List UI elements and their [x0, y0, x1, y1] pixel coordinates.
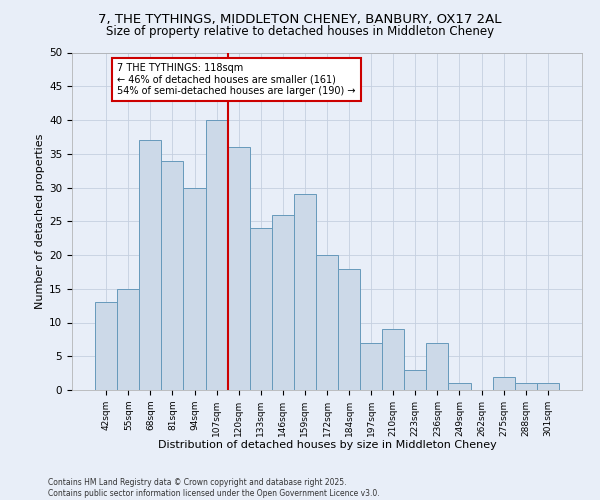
Bar [294, 194, 316, 390]
Bar [316, 255, 338, 390]
Bar [382, 329, 404, 390]
Bar [139, 140, 161, 390]
Bar [427, 343, 448, 390]
X-axis label: Distribution of detached houses by size in Middleton Cheney: Distribution of detached houses by size … [158, 440, 496, 450]
Bar [493, 376, 515, 390]
Bar [206, 120, 227, 390]
Bar [515, 383, 537, 390]
Text: Size of property relative to detached houses in Middleton Cheney: Size of property relative to detached ho… [106, 25, 494, 38]
Y-axis label: Number of detached properties: Number of detached properties [35, 134, 45, 309]
Text: 7 THE TYTHINGS: 118sqm
← 46% of detached houses are smaller (161)
54% of semi-de: 7 THE TYTHINGS: 118sqm ← 46% of detached… [117, 62, 356, 96]
Bar [250, 228, 272, 390]
Bar [161, 160, 184, 390]
Bar [360, 343, 382, 390]
Bar [227, 147, 250, 390]
Bar [95, 302, 117, 390]
Bar [272, 214, 294, 390]
Bar [537, 383, 559, 390]
Text: 7, THE TYTHINGS, MIDDLETON CHENEY, BANBURY, OX17 2AL: 7, THE TYTHINGS, MIDDLETON CHENEY, BANBU… [98, 12, 502, 26]
Bar [338, 268, 360, 390]
Bar [448, 383, 470, 390]
Text: Contains HM Land Registry data © Crown copyright and database right 2025.
Contai: Contains HM Land Registry data © Crown c… [48, 478, 380, 498]
Bar [184, 188, 206, 390]
Bar [117, 289, 139, 390]
Bar [404, 370, 427, 390]
